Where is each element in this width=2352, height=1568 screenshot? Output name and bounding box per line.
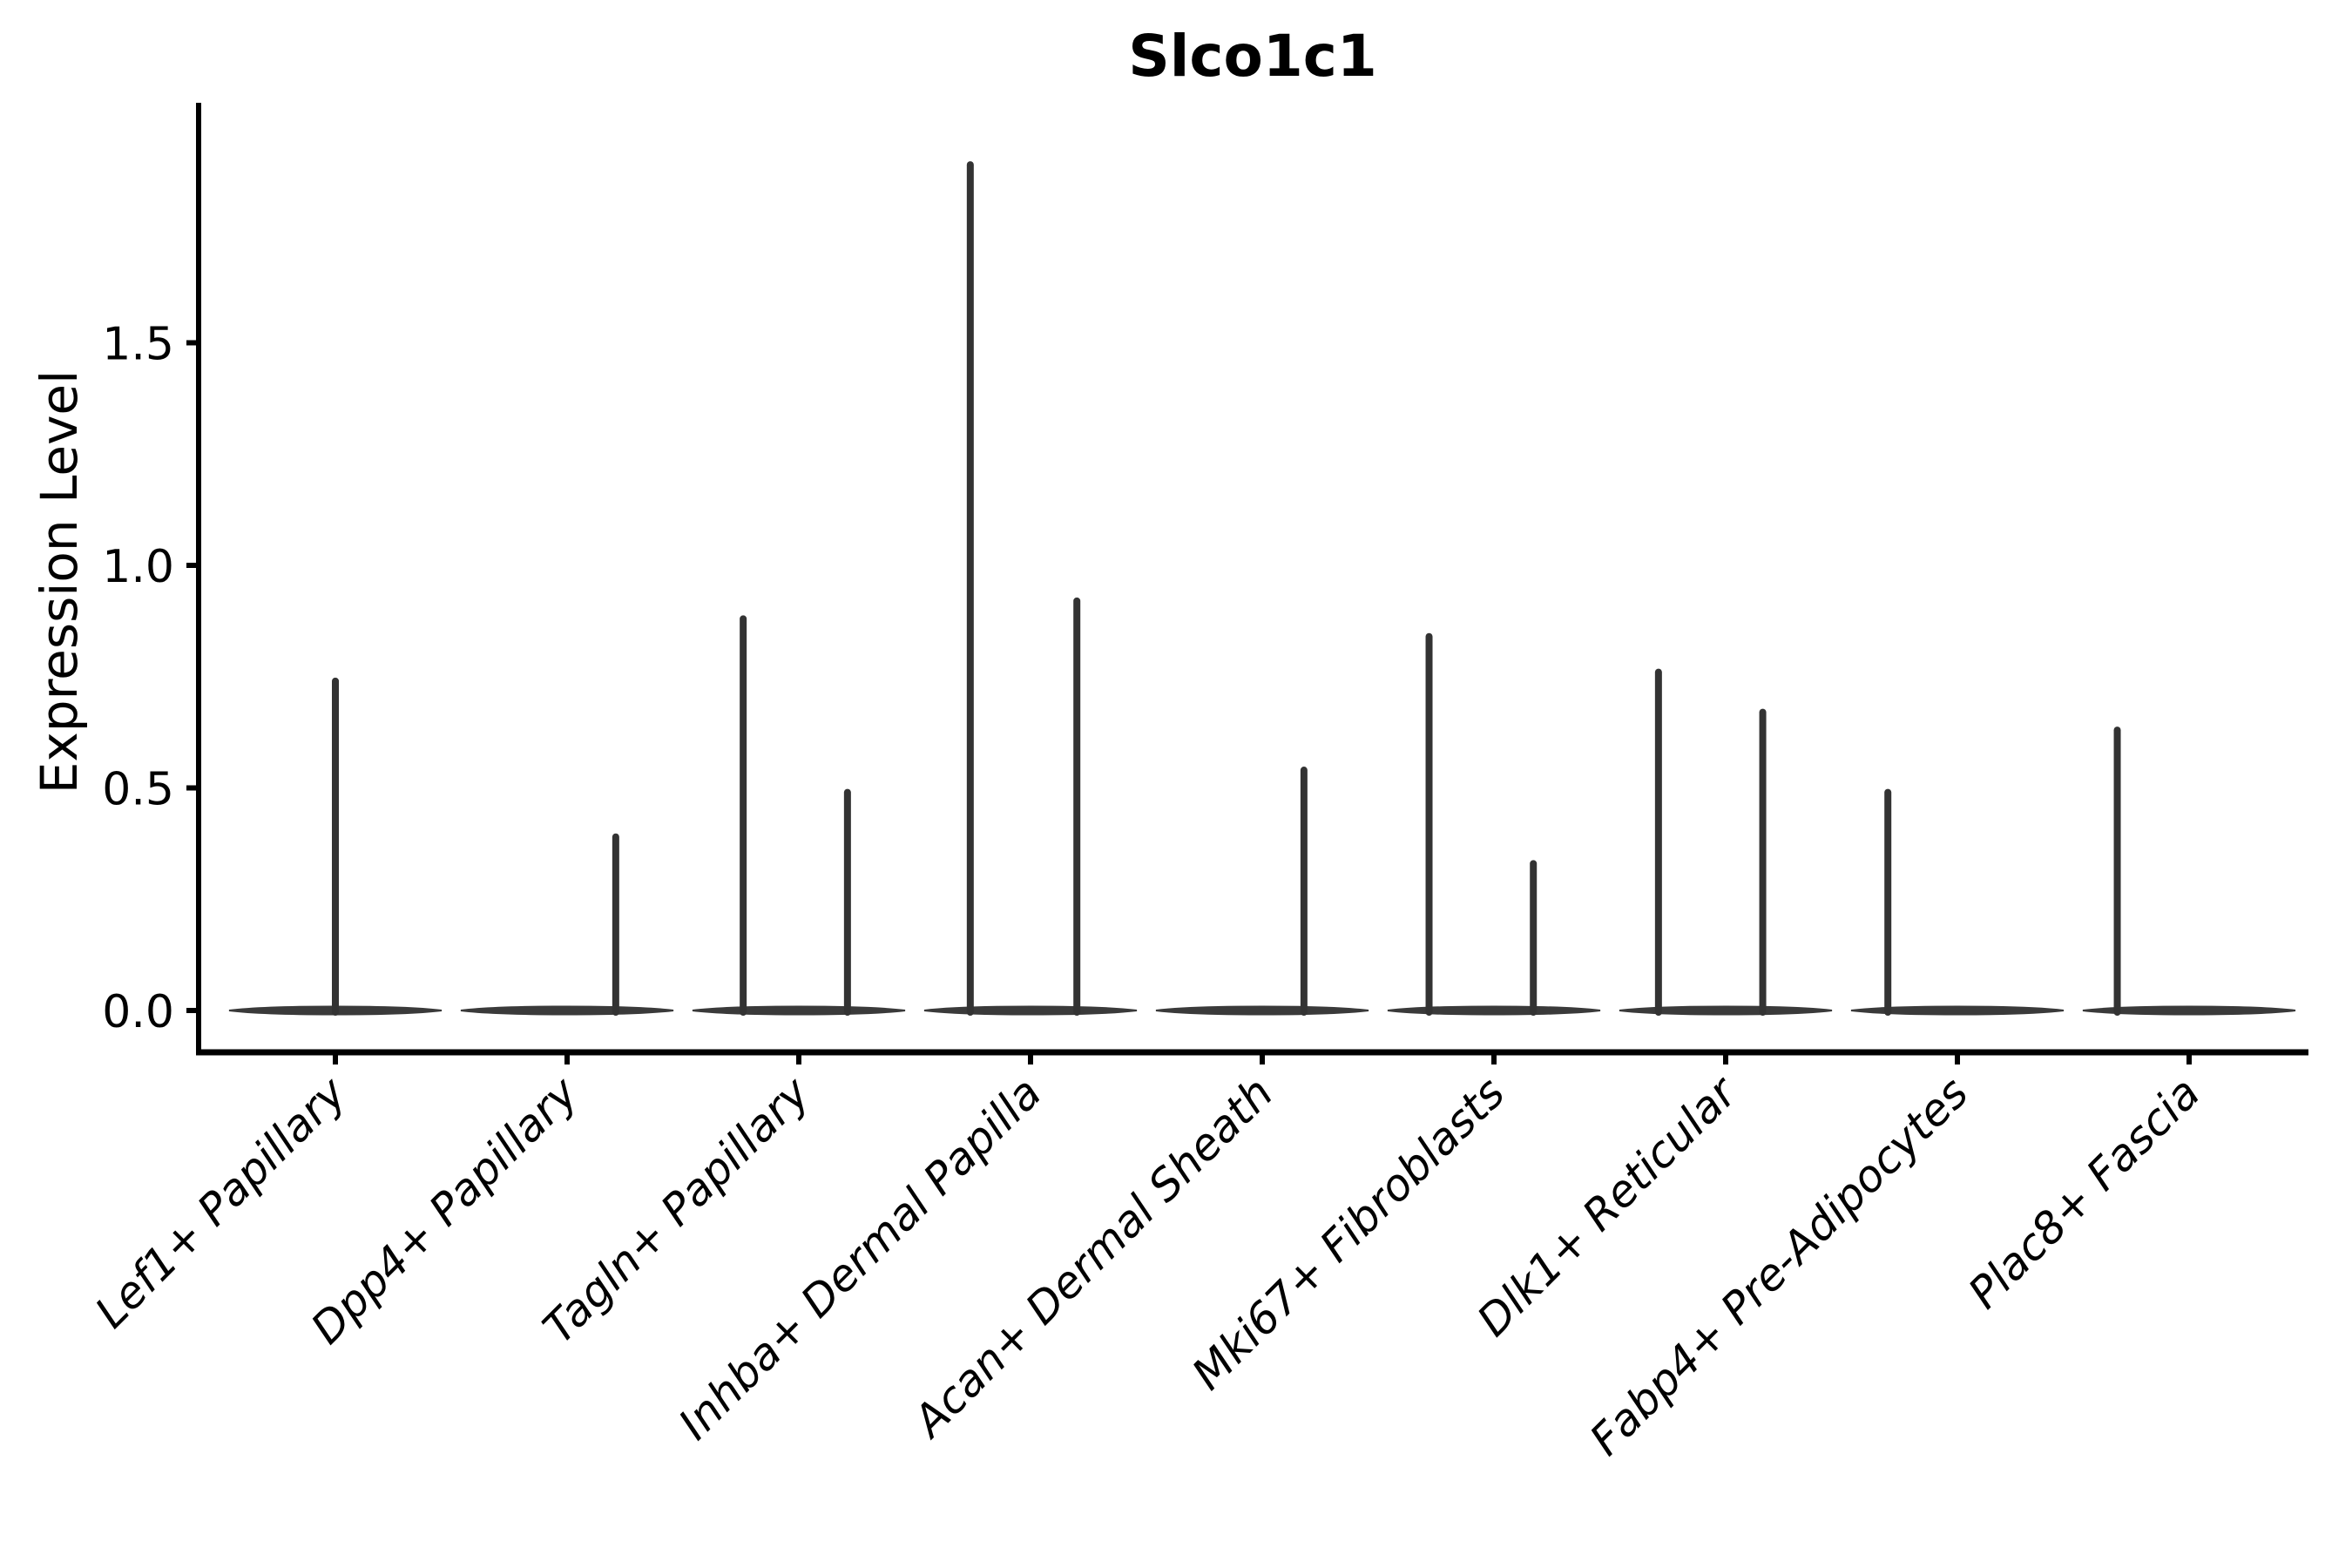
x-tick-label: Lef1+ Papillary (85, 1066, 356, 1337)
violin-base (1619, 1005, 1833, 1016)
violin-base (1850, 1005, 2065, 1016)
violin-base (923, 1005, 1138, 1016)
y-tick-label: 0.5 (102, 764, 174, 816)
violin-base (692, 1005, 906, 1016)
violin-base (1155, 1005, 1369, 1016)
violin-base (460, 1005, 674, 1016)
y-tick-label: 1.5 (102, 319, 174, 371)
y-tick-label: 0.0 (102, 986, 174, 1038)
x-tick-label: Plac8+ Fascia (1959, 1067, 2210, 1318)
x-tick-label: Fabp4+ Pre-Adipocytes (1580, 1067, 1978, 1465)
violin-base (2082, 1005, 2296, 1016)
chart-title: Slco1c1 (1128, 23, 1377, 90)
y-tick-label: 1.0 (102, 541, 174, 593)
violin-base (1387, 1005, 1601, 1016)
